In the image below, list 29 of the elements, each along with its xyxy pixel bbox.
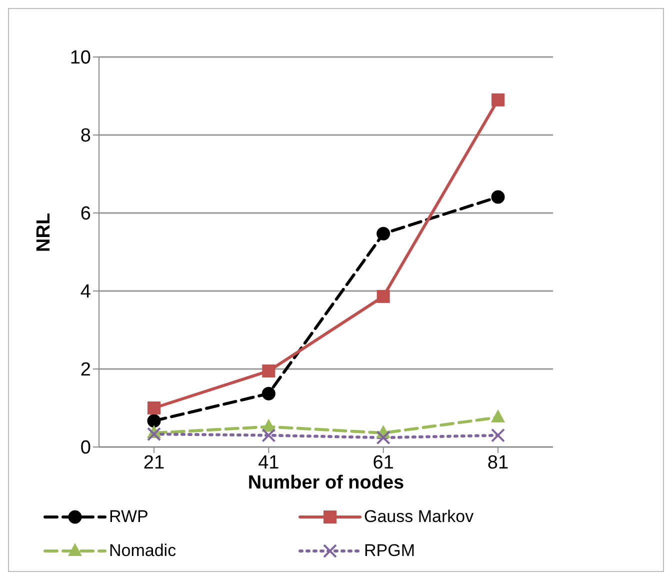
point xyxy=(491,428,505,442)
point xyxy=(492,93,504,106)
y-tick-label: 2 xyxy=(80,360,91,381)
y-tick-label: 4 xyxy=(80,282,92,303)
point xyxy=(147,414,161,428)
point xyxy=(491,190,505,204)
legend-label: Gauss Markov xyxy=(364,507,474,527)
legend-label: RWP xyxy=(109,507,148,527)
legend-label: RPGM xyxy=(364,541,415,561)
y-tick-label: 0 xyxy=(80,438,91,459)
point xyxy=(262,386,276,400)
y-tick-label: 10 xyxy=(70,48,91,69)
x-tick-label: 21 xyxy=(143,452,165,474)
point xyxy=(262,364,276,378)
point xyxy=(262,428,276,442)
legend-label: Nomadic xyxy=(109,541,176,561)
x-tick-label: 81 xyxy=(487,452,509,474)
x-axis-title: Number of nodes xyxy=(248,472,404,494)
x-tick-label: 41 xyxy=(258,452,280,474)
point xyxy=(376,430,390,445)
point xyxy=(491,409,505,422)
x-tick-label: 61 xyxy=(372,452,394,474)
point xyxy=(148,402,160,414)
y-tick-label: 8 xyxy=(80,126,91,147)
point xyxy=(376,290,390,303)
point xyxy=(147,427,161,442)
point xyxy=(376,226,390,240)
y-tick-label: 6 xyxy=(80,204,91,225)
y-axis-title: NRL xyxy=(34,212,55,252)
